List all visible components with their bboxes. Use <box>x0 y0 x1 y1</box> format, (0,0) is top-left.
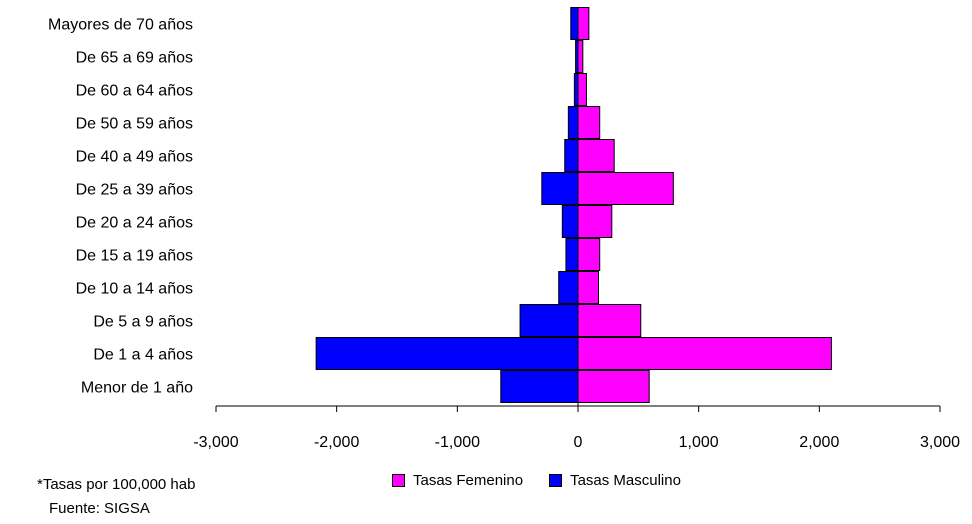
category-label: De 65 a 69 años <box>76 50 193 67</box>
bar-tasas-femenino-de-65-a-69-anos <box>577 40 584 73</box>
bar-tasas-masculino-de-10-a-14-anos <box>558 271 579 304</box>
x-axis: -3,000 -2,000 -1,000 0 1,000 2,000 3,000 <box>193 7 960 451</box>
legend-swatch-femenino <box>392 474 405 487</box>
bar-tasas-femenino-de-10-a-14-anos <box>577 271 600 304</box>
category-label: De 5 a 9 años <box>93 314 193 331</box>
legend-item-femenino: Tasas Femenino <box>392 472 523 489</box>
bar-tasas-masculino-de-1-a-4-anos <box>315 337 579 370</box>
bar-tasas-femenino-de-60-a-64-anos <box>577 73 587 106</box>
category-label: De 1 a 4 años <box>93 347 193 364</box>
category-label: De 25 a 39 años <box>76 182 193 199</box>
x-tick-label: 0 <box>574 434 583 451</box>
bar-tasas-femenino-de-1-a-4-anos <box>577 337 832 370</box>
bars-group <box>315 7 832 403</box>
bar-tasas-femenino-de-15-a-19-anos <box>577 238 601 271</box>
category-label: De 15 a 19 años <box>76 248 193 265</box>
source-note: Fuente: SIGSA <box>49 500 150 517</box>
x-tick-label: 3,000 <box>920 434 960 451</box>
bar-tasas-masculino-de-20-a-24-anos <box>561 205 579 238</box>
rate-note: *Tasas por 100,000 hab <box>37 476 196 493</box>
bar-tasas-masculino-mayores-de-70-anos <box>570 7 579 40</box>
category-label: De 10 a 14 años <box>76 281 193 298</box>
legend-label-masculino: Tasas Masculino <box>570 472 681 489</box>
x-tick-label: -1,000 <box>435 434 480 451</box>
bar-tasas-masculino-de-40-a-49-anos <box>564 139 579 172</box>
bar-tasas-masculino-de-50-a-59-anos <box>567 106 579 139</box>
bar-tasas-femenino-de-50-a-59-anos <box>577 106 601 139</box>
x-tick-label: -2,000 <box>314 434 359 451</box>
category-label: De 50 a 59 años <box>76 116 193 133</box>
category-labels-group: Menor de 1 año De 1 a 4 años De 5 a 9 años… <box>48 17 193 397</box>
bar-tasas-masculino-de-15-a-19-anos <box>565 238 579 271</box>
bar-tasas-femenino-de-25-a-39-anos <box>577 172 674 205</box>
bar-tasas-femenino-mayores-de-70-anos <box>577 7 590 40</box>
bar-tasas-masculino-menor-de-1-ano <box>500 370 579 403</box>
x-tick-label: -3,000 <box>193 434 238 451</box>
category-label: Menor de 1 año <box>81 380 193 397</box>
bar-tasas-femenino-de-40-a-49-anos <box>577 139 615 172</box>
legend-item-masculino: Tasas Masculino <box>549 472 681 489</box>
bar-tasas-femenino-menor-de-1-ano <box>577 370 650 403</box>
bar-tasas-masculino-de-25-a-39-anos <box>541 172 579 205</box>
legend-swatch-masculino <box>549 474 563 487</box>
x-tick-label: 2,000 <box>799 434 839 451</box>
bar-tasas-femenino-de-5-a-9-anos <box>577 304 642 337</box>
bar-tasas-masculino-de-5-a-9-anos <box>519 304 579 337</box>
legend: Tasas Femenino Tasas Masculino <box>392 472 681 489</box>
x-tick-label: 1,000 <box>679 434 719 451</box>
bar-tasas-femenino-de-20-a-24-anos <box>577 205 613 238</box>
legend-label-femenino: Tasas Femenino <box>413 472 524 489</box>
category-label: De 60 a 64 años <box>76 83 193 100</box>
category-label: De 40 a 49 años <box>76 149 193 166</box>
bar-tasas-masculino-de-60-a-64-anos <box>573 73 579 106</box>
category-label: De 20 a 24 años <box>76 215 193 232</box>
category-label: Mayores de 70 años <box>48 17 193 34</box>
